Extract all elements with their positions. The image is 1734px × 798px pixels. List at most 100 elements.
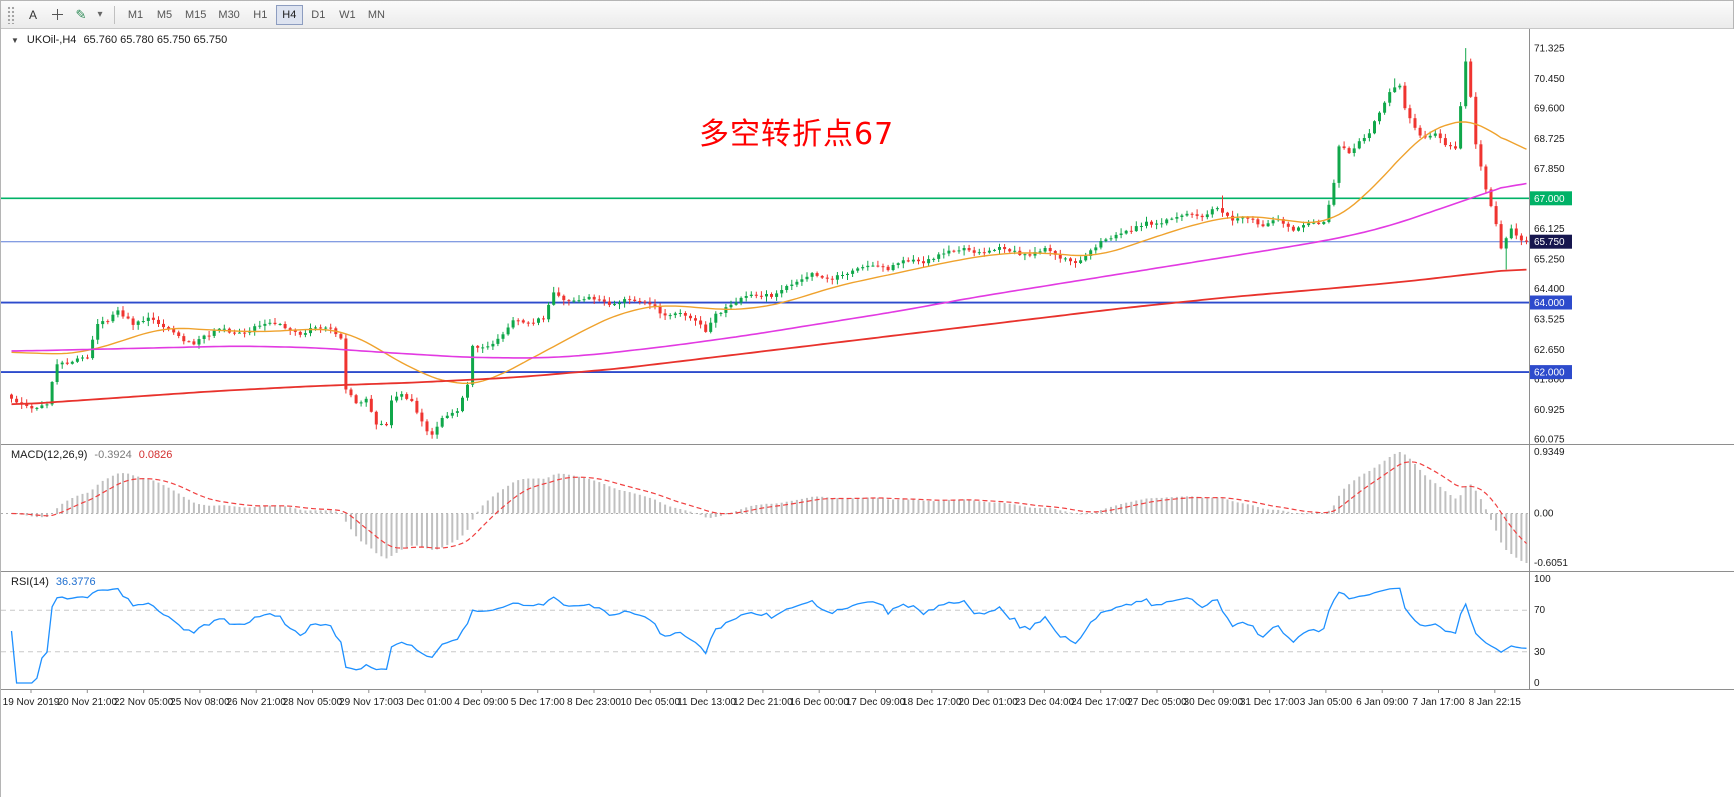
time-axis-label: 28 Nov 05:00 [283,697,343,708]
price-badge [1530,365,1572,380]
timeframe-button-M30[interactable]: M30 [213,5,244,25]
chart-background [1,29,1734,798]
chart-annotation-text: 多空转折点67 [699,117,895,152]
time-axis-label: 30 Dec 09:00 [1184,697,1244,708]
chart-canvas[interactable]: 71.325 70.450 69.600 68.725 67.850 67.000 66.1… [1,29,1734,798]
timeframe-button-M1[interactable]: M1 [122,5,149,25]
price-badge [1530,234,1572,249]
macd-scale-label: -0.6051 [1534,558,1568,569]
time-axis-label: 12 Dec 21:00 [733,697,793,708]
rsi-indicator-title: RSI(14) 36.3776 [11,576,96,588]
pencil-icon: ✎ [75,7,87,22]
toolbar-separator [114,5,115,24]
rsi-line [10,587,1527,684]
time-axis-label: 23 Dec 04:00 [1015,697,1075,708]
chevron-down-icon: ▾ [97,8,103,20]
rsi-scale-label: 100 [1534,574,1551,585]
price-scale-label: 65.250 [1534,255,1565,266]
crosshair-icon [51,9,63,20]
time-axis-label: 24 Dec 17:00 [1071,697,1131,708]
time-axis-label: 31 Dec 17:00 [1240,697,1300,708]
rsi-scale-label: 70 [1534,605,1546,616]
price-scale-label: 69.600 [1534,103,1565,114]
rsi-label: RSI(14) [11,576,49,588]
price-scale: 71.325 70.450 69.600 68.725 67.850 67.000 66.1… [1530,43,1572,689]
price-scale-label: 71.325 [1534,43,1565,54]
cursor-tool-button[interactable]: A [21,4,45,26]
price-badge-label: 67.000 [1534,194,1565,205]
timeframe-button-M15[interactable]: M15 [180,5,211,25]
macd-signal-line [11,461,1527,549]
time-axis-label: 8 Jan 22:15 [1469,697,1522,708]
ma-line-medium-magenta [11,182,1527,359]
crosshair-tool-button[interactable] [45,4,69,26]
timeframe-button-H4[interactable]: H4 [275,4,303,25]
time-axis-label: 6 Jan 09:00 [1356,697,1409,708]
time-axis-label: 19 Nov 2019 [3,697,60,708]
time-axis-label: 26 Nov 21:00 [226,697,286,708]
time-axis-label: 29 Nov 17:00 [339,697,399,708]
macd-label: MACD(12,26,9) [11,449,88,461]
time-axis-label: 17 Dec 09:00 [846,697,906,708]
price-scale-label: 64.400 [1534,284,1565,295]
price-scale-label: 70.450 [1534,74,1565,85]
timeframe-button-D1[interactable]: D1 [305,5,332,25]
time-axis-label: 5 Dec 17:00 [511,697,565,708]
macd-scale-label: 0.9349 [1534,447,1565,458]
indicator-panels [1,452,1529,684]
chart-svg[interactable]: 71.325 70.450 69.600 68.725 67.850 67.000 66.1… [1,29,1734,798]
time-axis-label: 20 Nov 21:00 [58,697,118,708]
price-scale-label: 61.800 [1534,375,1565,386]
price-scale-label: 68.725 [1534,134,1565,145]
time-axis-label: 20 Dec 01:00 [958,697,1018,708]
moving-average-lines [11,121,1527,406]
time-axis-label: 25 Nov 08:00 [170,697,230,708]
macd-scale-label: 0.00 [1534,508,1554,519]
price-scale-label: 63.525 [1534,315,1565,326]
chart-title: ▼ UKOil-,H4 65.760 65.780 65.750 65.750 [11,34,227,46]
symbol-timeframe-label: UKOil-,H4 [26,34,77,46]
time-axis-label: 27 Dec 05:00 [1127,697,1187,708]
macd-signal-value: 0.0826 [138,449,173,461]
price-badge-label: 62.000 [1534,368,1565,379]
time-axis-label: 8 Dec 23:00 [567,697,621,708]
macd-main-value: -0.3924 [94,449,132,461]
time-axis-label: 16 Dec 00:00 [789,697,849,708]
time-axis-label: 11 Dec 13:00 [677,697,736,708]
price-badge-label: 65.750 [1534,237,1565,248]
price-badge [1530,191,1572,206]
timeframe-button-M5[interactable]: M5 [151,5,178,25]
time-axis-label: 22 Nov 05:00 [114,697,174,708]
time-axis-label: 3 Jan 05:00 [1300,697,1353,708]
rsi-scale-label: 0 [1534,678,1540,689]
time-axis-label: 10 Dec 05:00 [621,697,681,708]
one-click-trading-arrow-icon[interactable]: ▼ [11,35,19,45]
timeframe-toolbar: M1 M5 M15 M30 H1 H4 D1 W1 MN [122,4,390,25]
price-scale-label: 62.650 [1534,345,1565,356]
tools-dropdown-button[interactable]: ▾ [93,4,107,26]
price-scale-label: 60.925 [1534,405,1565,416]
time-axis-label: 4 Dec 09:00 [454,697,508,708]
ma-line-fast-orange [11,121,1527,384]
timeframe-button-W1[interactable]: W1 [334,5,361,25]
rsi-value: 36.3776 [55,576,96,588]
price-badge-label: 64.000 [1534,298,1565,309]
macd-indicator-title: MACD(12,26,9) -0.3924 0.0826 [11,449,172,461]
horizontal-line-objects[interactable] [1,197,1529,373]
ohlc-values: 65.760 65.780 65.750 65.750 [83,34,228,46]
time-axis-label: 3 Dec 01:00 [398,697,452,708]
timeframe-button-H1[interactable]: H1 [247,5,274,25]
rsi-scale-label: 30 [1534,647,1546,658]
toolbar: A ✎ ▾ M1 M5 M15 M30 H1 H4 D1 W1 MN [1,1,1733,29]
price-scale-label: 66.125 [1534,224,1565,235]
price-badge [1530,295,1572,310]
timeframe-button-MN[interactable]: MN [363,5,390,25]
price-scale-label: 67.850 [1534,164,1565,175]
time-axis-label: 18 Dec 17:00 [902,697,962,708]
time-axis-label: 7 Jan 17:00 [1412,697,1465,708]
ma-line-slow-red [11,268,1527,406]
draw-line-tool-button[interactable]: ✎ [69,4,93,26]
toolbar-grip[interactable] [7,5,15,24]
